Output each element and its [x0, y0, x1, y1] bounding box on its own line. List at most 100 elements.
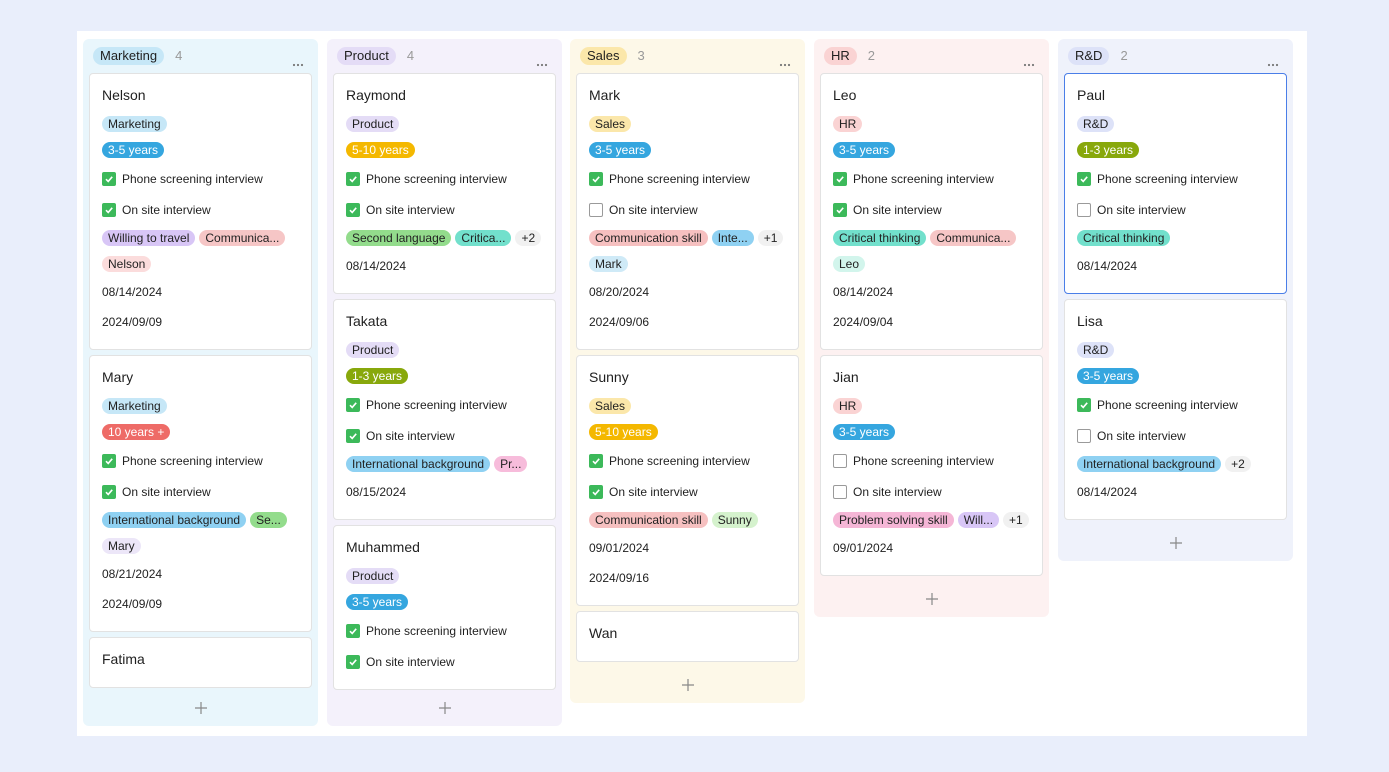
plus-icon — [194, 702, 207, 714]
checkbox[interactable] — [1077, 202, 1091, 217]
column-menu[interactable] — [1267, 54, 1279, 72]
checkbox[interactable] — [346, 623, 360, 638]
checkbox[interactable] — [102, 171, 116, 186]
checklist-item[interactable]: On site interview — [589, 194, 786, 225]
column-count: 3 — [637, 48, 645, 63]
date: 08/14/2024 — [1077, 259, 1138, 273]
experience-row: 5-10 years — [346, 137, 543, 163]
candidate-card[interactable]: Fatima — [89, 637, 312, 688]
checklist-label: Phone screening interview — [609, 453, 750, 468]
check-icon — [105, 175, 113, 183]
date: 2024/09/09 — [102, 597, 163, 611]
checklist-item[interactable]: Phone screening interview — [833, 163, 1030, 194]
checkbox[interactable] — [102, 484, 116, 499]
checklist-label: On site interview — [609, 202, 698, 217]
checkbox[interactable] — [589, 453, 603, 468]
checkbox[interactable] — [346, 397, 360, 412]
column-body: Paul R&D 1-3 years Phone screening intervie… — [1058, 73, 1293, 525]
checkbox[interactable] — [833, 171, 847, 186]
skill-tag: Sunny — [711, 512, 758, 528]
candidate-card[interactable]: Lisa R&D 3-5 years Phone screening intervie… — [1064, 299, 1287, 520]
checkbox[interactable] — [589, 484, 603, 499]
checkbox[interactable] — [589, 171, 603, 186]
department-tag: Product — [346, 116, 400, 132]
checklist-item[interactable]: Phone screening interview — [1077, 389, 1274, 420]
column-header: Product 4 — [327, 39, 562, 73]
add-card[interactable] — [570, 667, 805, 703]
checklist-item[interactable]: Phone screening interview — [346, 163, 543, 194]
checklist-item[interactable]: On site interview — [1077, 194, 1274, 225]
checklist-item[interactable]: Phone screening interview — [102, 163, 299, 194]
skill-tag: Nelson — [102, 256, 152, 272]
date: 09/01/2024 — [589, 541, 650, 555]
checklist-item[interactable]: On site interview — [346, 646, 543, 677]
check-icon — [349, 658, 357, 666]
checkbox[interactable] — [102, 202, 116, 217]
menu-icon — [1023, 63, 1035, 67]
column-menu[interactable] — [292, 54, 304, 72]
candidate-card[interactable]: Sunny Sales 5-10 years Phone screening inte… — [576, 355, 799, 606]
checklist-item[interactable]: On site interview — [346, 194, 543, 225]
checklist-item[interactable]: On site interview — [833, 476, 1030, 507]
check-icon — [349, 401, 357, 409]
candidate-card[interactable]: Muhammed Product 3-5 years Phone screening … — [333, 525, 556, 690]
checklist-item[interactable]: Phone screening interview — [833, 445, 1030, 476]
add-card[interactable] — [814, 581, 1049, 617]
date: 2024/09/04 — [833, 315, 894, 329]
checklist-item[interactable]: On site interview — [102, 194, 299, 225]
candidate-card[interactable]: Nelson Marketing 3-5 years Phone screening … — [89, 73, 312, 350]
checkbox[interactable] — [833, 484, 847, 499]
column-menu[interactable] — [1023, 54, 1035, 72]
candidate-card[interactable]: Jian HR 3-5 years Phone screening interview… — [820, 355, 1043, 576]
checkbox[interactable] — [833, 453, 847, 468]
checklist-item[interactable]: Phone screening interview — [102, 445, 299, 476]
checkbox[interactable] — [1077, 397, 1091, 412]
date: 08/15/2024 — [346, 485, 407, 499]
experience-tag: 3-5 years — [1077, 368, 1140, 384]
checkbox[interactable] — [589, 202, 603, 217]
checklist-item[interactable]: On site interview — [102, 476, 299, 507]
department-row: Product — [346, 337, 543, 363]
date: 08/14/2024 — [1077, 485, 1138, 499]
checklist-item[interactable]: Phone screening interview — [589, 163, 786, 194]
checklist-item[interactable]: On site interview — [589, 476, 786, 507]
candidate-card[interactable]: Mark Sales 3-5 years Phone screening interv… — [576, 73, 799, 350]
skill-tags: Problem solving skill Will... +1 — [833, 507, 1030, 533]
checkbox[interactable] — [346, 654, 360, 669]
checkbox[interactable] — [346, 171, 360, 186]
check-icon — [592, 175, 600, 183]
checkbox[interactable] — [346, 202, 360, 217]
add-card[interactable] — [83, 690, 318, 726]
checklist-item[interactable]: Phone screening interview — [589, 445, 786, 476]
checkbox[interactable] — [346, 428, 360, 443]
checkbox[interactable] — [102, 453, 116, 468]
checkbox[interactable] — [1077, 171, 1091, 186]
candidate-card[interactable]: Leo HR 3-5 years Phone screening interview O… — [820, 73, 1043, 350]
column-menu[interactable] — [536, 54, 548, 72]
checklist-item[interactable]: On site interview — [833, 194, 1030, 225]
checklist-item[interactable]: On site interview — [1077, 420, 1274, 451]
skill-tag: Will... — [957, 512, 1000, 528]
check-icon — [349, 206, 357, 214]
menu-icon — [292, 63, 304, 67]
checklist-item[interactable]: Phone screening interview — [346, 615, 543, 646]
column-count: 4 — [175, 48, 183, 63]
candidate-card[interactable]: Mary Marketing 10 years + Phone screening i… — [89, 355, 312, 632]
checklist-label: Phone screening interview — [1097, 397, 1238, 412]
checklist-item[interactable]: Phone screening interview — [1077, 163, 1274, 194]
checklist-item[interactable]: Phone screening interview — [346, 389, 543, 420]
candidate-name: Nelson — [102, 87, 146, 103]
candidate-card[interactable]: Paul R&D 1-3 years Phone screening intervie… — [1064, 73, 1287, 294]
column-menu[interactable] — [779, 54, 791, 72]
candidate-card[interactable]: Raymond Product 5-10 years Phone screening … — [333, 73, 556, 294]
add-card[interactable] — [327, 690, 562, 726]
candidate-card[interactable]: Takata Product 1-3 years Phone screening in… — [333, 299, 556, 520]
plus-icon — [681, 679, 694, 691]
checklist-item[interactable]: On site interview — [346, 420, 543, 451]
add-card[interactable] — [1058, 525, 1293, 561]
checkbox[interactable] — [1077, 428, 1091, 443]
checkbox[interactable] — [833, 202, 847, 217]
candidate-card[interactable]: Wan — [576, 611, 799, 662]
check-icon — [349, 627, 357, 635]
skill-tag: Second language — [346, 230, 452, 246]
